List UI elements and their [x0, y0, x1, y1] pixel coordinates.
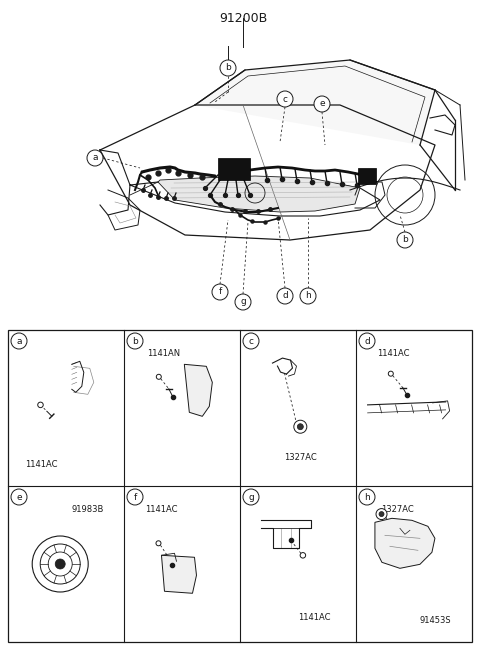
Polygon shape	[375, 518, 435, 568]
Text: b: b	[225, 64, 231, 73]
Circle shape	[297, 424, 303, 430]
Text: 1327AC: 1327AC	[284, 454, 317, 462]
Text: a: a	[92, 153, 98, 162]
Polygon shape	[184, 364, 212, 416]
Text: f: f	[133, 493, 137, 502]
Bar	[8, 330, 472, 642]
Text: a: a	[16, 337, 22, 346]
Circle shape	[220, 60, 236, 76]
Circle shape	[243, 489, 259, 505]
Circle shape	[235, 294, 251, 310]
Circle shape	[127, 333, 143, 349]
Circle shape	[156, 374, 161, 380]
Text: e: e	[319, 99, 325, 109]
Text: 91983B: 91983B	[72, 505, 104, 514]
Text: d: d	[282, 291, 288, 300]
Circle shape	[314, 96, 330, 112]
Circle shape	[376, 508, 387, 519]
Text: h: h	[305, 291, 311, 300]
Text: c: c	[283, 94, 288, 103]
Circle shape	[277, 288, 293, 304]
Circle shape	[11, 333, 27, 349]
Circle shape	[359, 333, 375, 349]
Text: h: h	[364, 493, 370, 502]
Circle shape	[87, 150, 103, 166]
Circle shape	[300, 288, 316, 304]
Text: 1141AC: 1141AC	[377, 349, 409, 358]
Text: 1141AC: 1141AC	[145, 505, 178, 514]
Text: e: e	[16, 493, 22, 502]
Circle shape	[156, 541, 161, 546]
Polygon shape	[195, 60, 435, 145]
Text: 1327AC: 1327AC	[382, 505, 414, 514]
Text: d: d	[364, 337, 370, 346]
Text: 1141AC: 1141AC	[298, 612, 331, 621]
Circle shape	[294, 420, 307, 433]
Text: b: b	[132, 337, 138, 346]
Polygon shape	[158, 176, 360, 212]
Text: c: c	[249, 337, 253, 346]
Circle shape	[38, 402, 43, 408]
Polygon shape	[161, 555, 196, 593]
Circle shape	[127, 489, 143, 505]
Bar	[218, 158, 250, 180]
Text: f: f	[218, 287, 222, 296]
Circle shape	[277, 91, 293, 107]
Text: 91453S: 91453S	[420, 616, 451, 625]
Text: 1141AC: 1141AC	[25, 460, 58, 469]
Text: g: g	[240, 298, 246, 307]
Text: 91200B: 91200B	[219, 12, 267, 25]
Circle shape	[55, 559, 65, 569]
Circle shape	[212, 284, 228, 300]
Circle shape	[397, 232, 413, 248]
Circle shape	[379, 512, 384, 517]
Circle shape	[388, 371, 393, 376]
Text: g: g	[248, 493, 254, 502]
Text: b: b	[402, 235, 408, 244]
Circle shape	[359, 489, 375, 505]
Circle shape	[11, 489, 27, 505]
Bar	[358, 168, 376, 184]
Circle shape	[243, 333, 259, 349]
Circle shape	[300, 552, 306, 558]
Text: 1141AN: 1141AN	[147, 349, 180, 358]
